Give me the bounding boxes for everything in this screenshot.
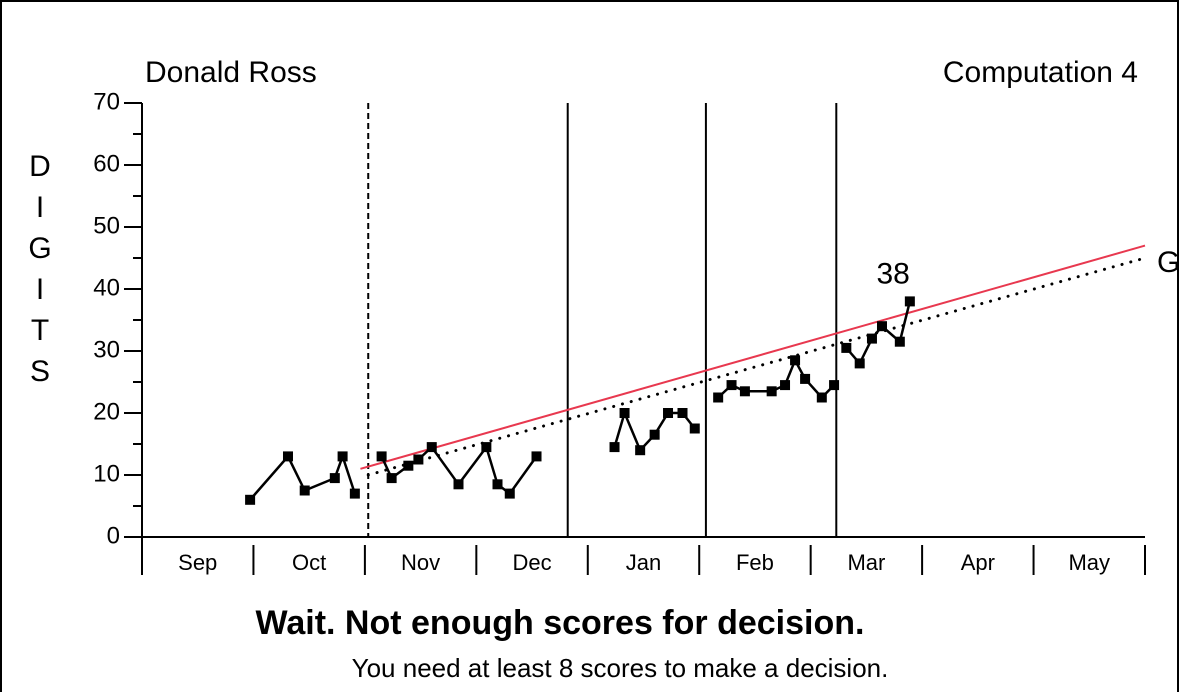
data-point: [816, 392, 827, 403]
y-tick-label: 50: [93, 212, 120, 239]
data-point: [841, 342, 852, 353]
x-tick-label: Apr: [961, 550, 995, 575]
data-point: [866, 333, 877, 344]
y-tick-label: 60: [93, 150, 120, 177]
data-point: [726, 380, 737, 391]
x-tick-label: Dec: [512, 550, 551, 575]
data-point: [329, 473, 340, 484]
data-point: [829, 380, 840, 391]
data-point: [403, 460, 414, 471]
data-point: [609, 442, 620, 453]
data-line: [249, 301, 912, 501]
data-point: [245, 494, 256, 505]
data-point: [766, 386, 777, 397]
chart-title: Donald Ross: [145, 56, 317, 89]
decision-message: Wait. Not enough scores for decision.: [256, 604, 865, 642]
data-point: [790, 355, 801, 366]
y-tick-label: 40: [93, 274, 120, 301]
data-point: [649, 429, 660, 440]
data-point: [531, 451, 542, 462]
decision-note: You need at least 8 scores to make a dec…: [352, 653, 889, 683]
goal-label: G: [1157, 246, 1180, 279]
data-point: [386, 473, 397, 484]
annotation: 38: [876, 257, 909, 290]
data-point: [481, 442, 492, 453]
data-point: [337, 451, 348, 462]
data-point: [453, 479, 464, 490]
chart-subtitle: Computation 4: [943, 56, 1138, 89]
data-point: [299, 485, 310, 496]
data-point: [800, 373, 811, 384]
data-point: [854, 358, 865, 369]
data-point: [492, 479, 503, 490]
data-point: [739, 386, 750, 397]
data-point: [282, 451, 293, 462]
y-tick-label: 20: [93, 398, 120, 425]
x-tick-label: Nov: [401, 550, 440, 575]
data-point: [413, 454, 424, 465]
x-tick-label: Mar: [847, 550, 885, 575]
y-tick-label: 70: [93, 88, 120, 115]
data-point: [426, 442, 437, 453]
x-tick-label: Jan: [626, 550, 661, 575]
data-point: [349, 488, 360, 499]
data-point: [689, 423, 700, 434]
data-point: [876, 321, 887, 332]
data-point: [780, 380, 791, 391]
y-tick-label: 0: [107, 522, 120, 549]
y-tick-label: 10: [93, 460, 120, 487]
data-point: [894, 336, 905, 347]
x-tick-label: Feb: [736, 550, 774, 575]
x-tick-label: Sep: [178, 550, 217, 575]
data-point: [504, 488, 515, 499]
goal-line: [366, 256, 1147, 477]
data-point: [619, 408, 630, 418]
data-point: [713, 392, 724, 403]
data-point: [376, 451, 387, 462]
data-point: [663, 408, 674, 418]
data-point: [635, 445, 646, 456]
data-point: [904, 296, 915, 307]
y-axis-label: DIGITS: [24, 150, 57, 396]
y-tick-label: 30: [93, 336, 120, 363]
x-tick-label: Oct: [292, 550, 326, 575]
x-tick-label: May: [1068, 550, 1110, 575]
trend-line: [360, 244, 1146, 470]
data-point: [677, 408, 688, 418]
